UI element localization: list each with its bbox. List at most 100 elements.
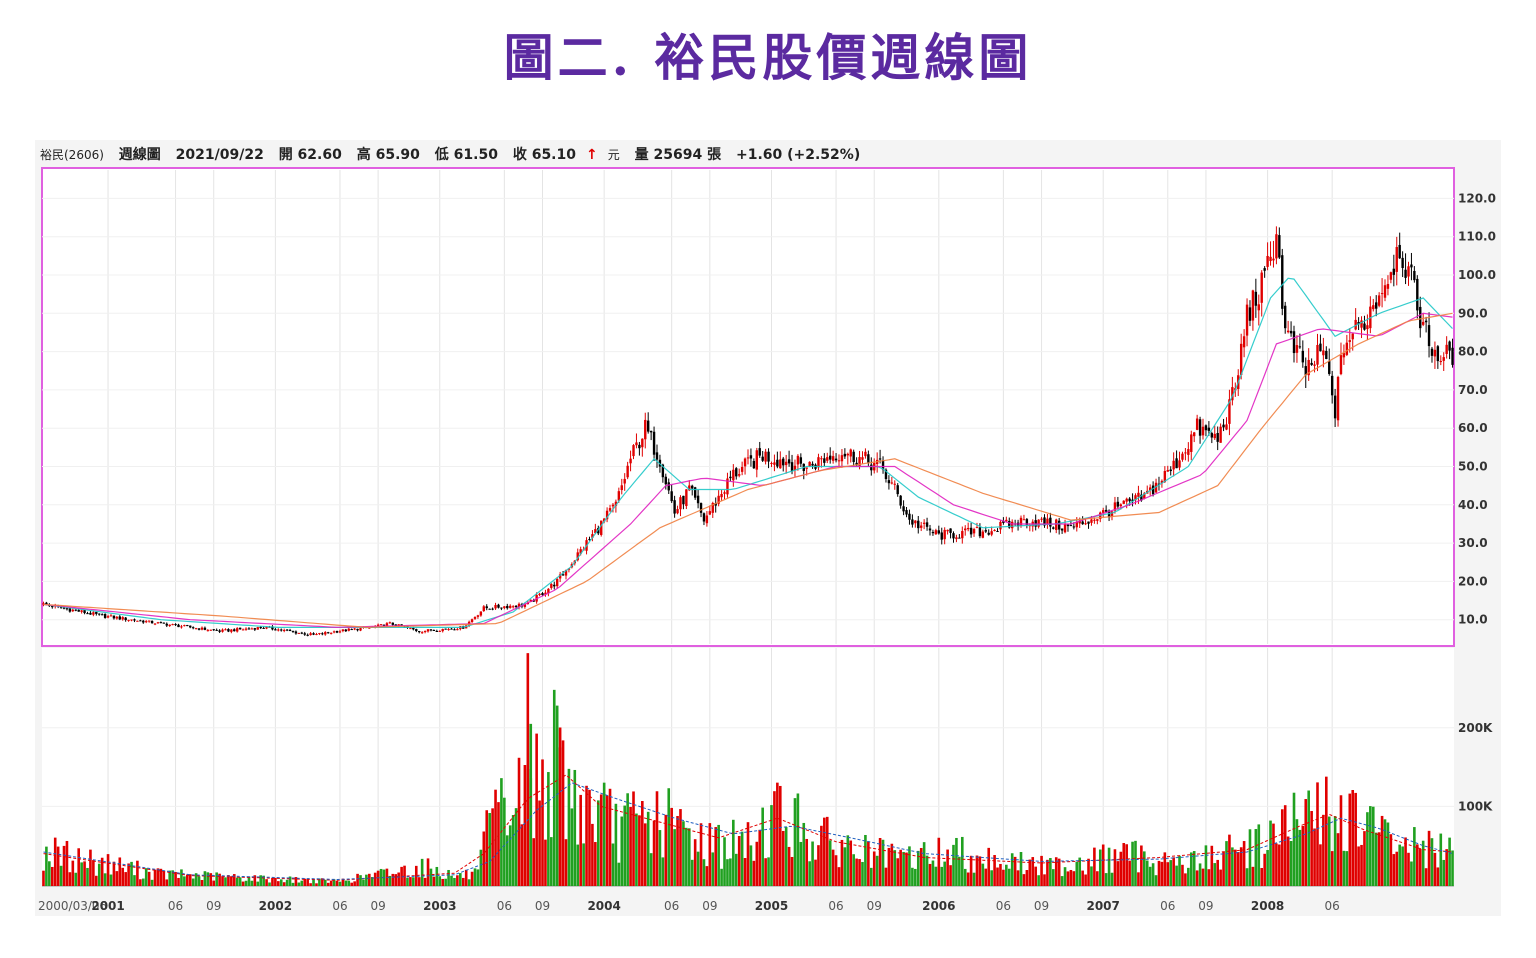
candle-body	[1175, 458, 1178, 469]
volume-bar	[494, 789, 497, 886]
volume-bar	[1204, 845, 1208, 886]
candle-body	[887, 480, 891, 484]
volume-bar	[271, 877, 274, 886]
volume-bar	[277, 881, 280, 886]
candle-body	[908, 513, 911, 520]
candle-body	[984, 530, 987, 532]
volume-bar	[473, 868, 477, 886]
volume-bar	[124, 872, 127, 886]
volume-bar	[323, 879, 327, 886]
candle-body	[262, 627, 265, 629]
volume-bar	[1404, 837, 1407, 886]
candle-body	[1251, 290, 1255, 321]
volume-bar	[685, 827, 688, 886]
candle-body	[62, 607, 66, 609]
volume-bar	[1072, 871, 1076, 886]
volume-bar	[1236, 852, 1240, 886]
candle-body	[553, 584, 556, 587]
candle-body	[1195, 418, 1199, 430]
candle-body	[837, 460, 841, 462]
price-unit: 元	[607, 148, 620, 162]
candle-body	[511, 606, 515, 608]
candle-body	[579, 549, 582, 554]
candle-body	[840, 455, 844, 462]
volume-bar	[121, 867, 125, 886]
candle-body	[409, 628, 412, 630]
volume-bar	[133, 875, 136, 886]
candle-body	[423, 631, 427, 633]
volume-bar	[291, 882, 295, 886]
candle-body	[247, 628, 251, 630]
candle-body	[476, 615, 480, 617]
candle-body	[782, 458, 785, 466]
candle-body	[297, 632, 301, 634]
volume-bar	[999, 863, 1002, 886]
volume-bar	[987, 847, 991, 886]
candle-body	[670, 491, 673, 502]
candle-body	[1401, 257, 1404, 268]
volume-bar	[1325, 776, 1328, 886]
volume-bar	[861, 861, 864, 886]
volume-bar	[1148, 866, 1152, 886]
volume-bar	[141, 878, 145, 886]
candle-body	[174, 624, 177, 626]
volume-bar	[168, 870, 171, 886]
candle-body	[966, 527, 970, 530]
volume-bar	[1322, 814, 1325, 886]
volume-bar	[1187, 867, 1190, 886]
candle-body	[1383, 285, 1387, 298]
candle-body	[356, 628, 359, 631]
volume-bar	[931, 860, 935, 886]
price-panel	[41, 167, 1455, 647]
candle-body	[740, 466, 744, 472]
candle-body	[1410, 264, 1413, 268]
candle-body	[1151, 485, 1155, 495]
candle-body	[1263, 268, 1266, 271]
candle-body	[1148, 487, 1152, 491]
candle-body	[1119, 504, 1123, 507]
candle-body	[1439, 361, 1442, 363]
candle-body	[238, 627, 242, 630]
candle-body	[928, 528, 932, 531]
volume-bar	[1096, 871, 1099, 886]
volume-bar	[42, 870, 45, 886]
close-price: 收 65.10	[512, 147, 576, 163]
candle-body	[732, 469, 735, 481]
volume-bar	[244, 880, 248, 886]
volume-bar	[482, 831, 486, 886]
candle-body	[758, 448, 761, 456]
candle-body	[303, 633, 306, 635]
volume-bar	[1263, 853, 1266, 886]
candle-body	[864, 451, 867, 457]
candle-body	[664, 476, 668, 485]
volume-bar	[250, 880, 254, 886]
candle-body	[256, 627, 259, 630]
volume-bar	[914, 868, 917, 886]
candle-body	[332, 631, 336, 633]
candle-body	[649, 430, 653, 433]
volume-bar	[335, 880, 339, 886]
volume-bar	[520, 824, 524, 886]
volume-bar	[265, 879, 268, 886]
candle-body	[1052, 527, 1055, 529]
volume-bar	[1110, 872, 1114, 886]
candle-body	[1330, 375, 1334, 396]
candle-body	[958, 537, 961, 539]
candle-body	[127, 619, 130, 621]
volume-bar	[212, 880, 216, 886]
volume-bar	[306, 879, 309, 886]
volume-bar	[156, 868, 160, 886]
candle-body	[344, 629, 348, 632]
candle-body	[708, 511, 712, 515]
candle-body	[699, 503, 703, 513]
volume-bar	[1451, 850, 1454, 886]
volume-tick-label: 100K	[1458, 799, 1493, 813]
volume-bar	[1172, 857, 1175, 886]
candle-body	[523, 604, 527, 607]
x-tick-label: 09	[206, 899, 221, 913]
volume-bar	[1333, 816, 1337, 886]
volume-bar	[447, 869, 450, 886]
candle-body	[473, 617, 477, 619]
candle-body	[870, 464, 873, 471]
volume-bar	[966, 872, 970, 886]
